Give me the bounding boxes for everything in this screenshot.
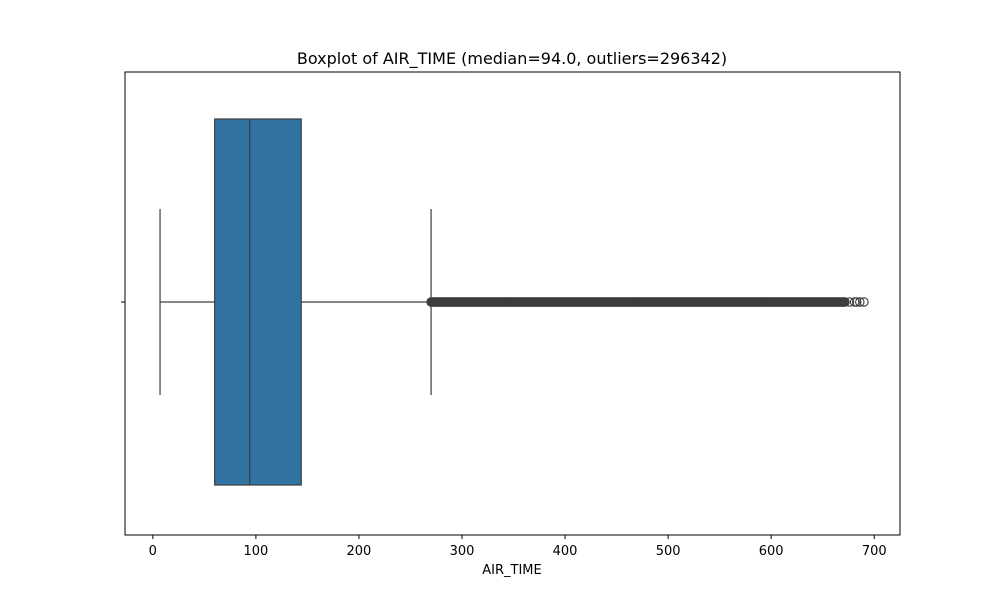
iqr-box: [214, 118, 302, 486]
plot-area: [159, 118, 869, 486]
outlier-point: [859, 297, 869, 307]
x-tick-label: 0: [149, 544, 157, 559]
x-tick-label: 300: [450, 544, 475, 559]
x-axis-label: AIR_TIME: [482, 563, 541, 578]
x-tick-label: 500: [656, 544, 681, 559]
x-tick-label: 600: [759, 544, 784, 559]
x-axis: 0 100 200 300 400 500 600 700: [121, 71, 901, 559]
x-tick-label: 200: [347, 544, 372, 559]
outlier-point: [855, 297, 865, 307]
x-tick-label: 700: [862, 544, 887, 559]
outlier-point: [851, 297, 862, 307]
x-tick-label: 100: [243, 544, 268, 559]
outlier-point: [844, 297, 855, 307]
plot-frame: [124, 71, 901, 536]
x-tick-label: 400: [553, 544, 578, 559]
chart-title: Boxplot of AIR_TIME (median=94.0, outlie…: [297, 49, 727, 69]
outlier-markers: [426, 297, 869, 307]
outlier-point: [840, 297, 850, 307]
